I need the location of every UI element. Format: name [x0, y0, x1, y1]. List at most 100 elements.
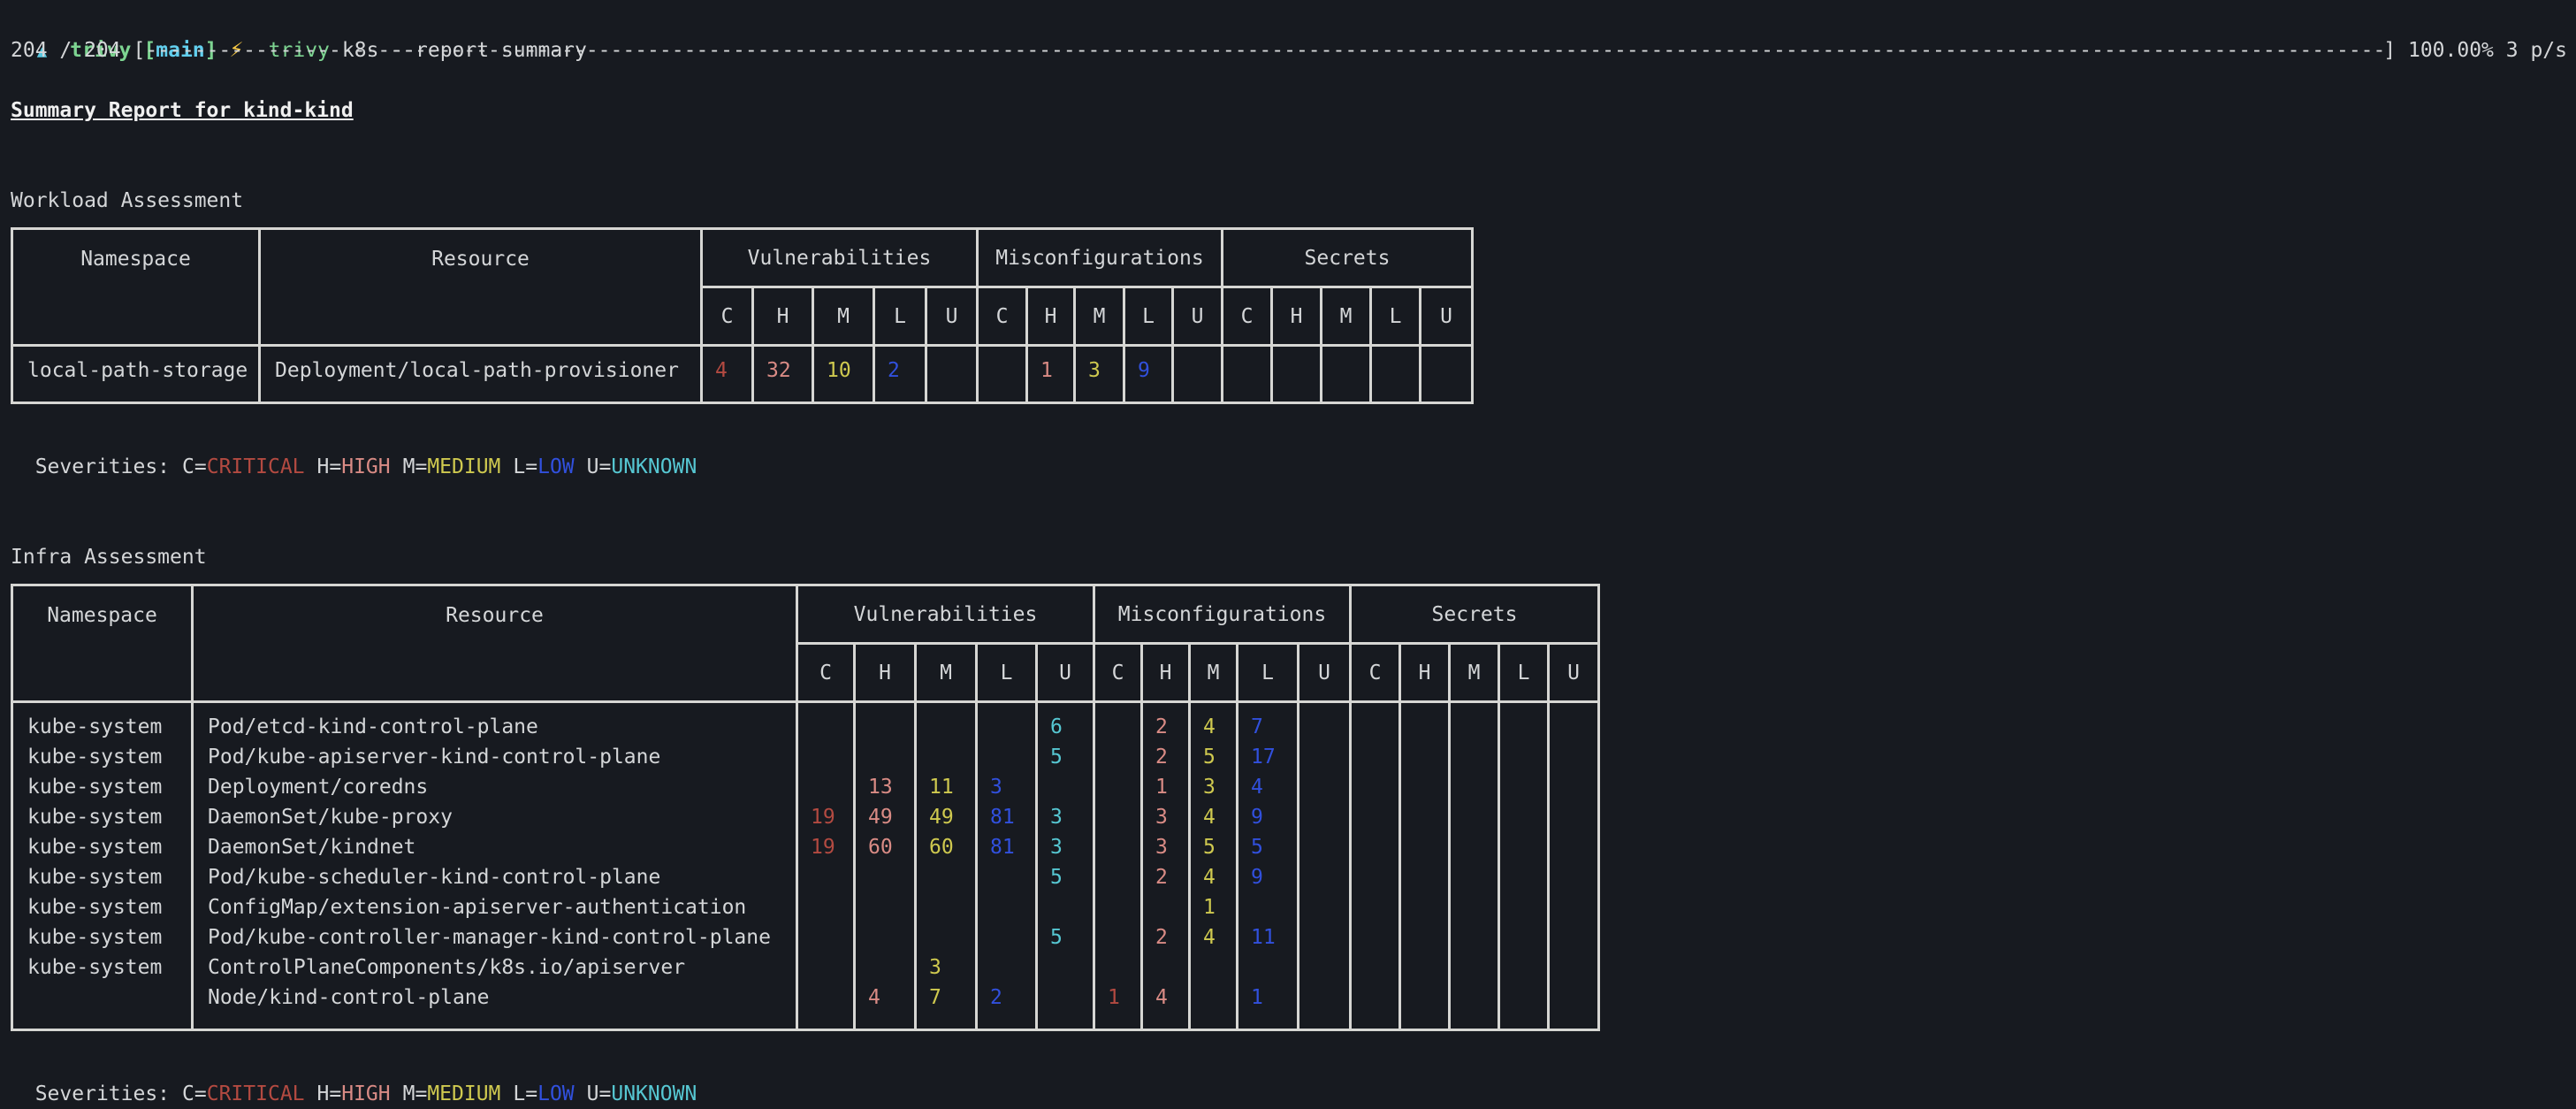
misconfig-u-count-cell: [1297, 892, 1352, 922]
resource-cell: Deployment/local-path-provisioner: [258, 345, 703, 403]
misconfig-l-count-cell: 9: [1123, 345, 1174, 403]
shell-prompt: ▲ trivy [main] ⚡ trivy k8s --report summary: [11, 5, 2567, 62]
vuln-m-count-cell: [914, 862, 978, 892]
severity-col-header: H: [1140, 642, 1191, 703]
vuln-h-count-cell: [853, 701, 917, 742]
group-header-vulnerabilities: Vulnerabilities: [796, 584, 1095, 645]
vuln-u-count-cell: 6: [1035, 701, 1095, 742]
misconfig-u-count-cell: [1297, 772, 1352, 802]
column-header-resource: Resource: [191, 584, 798, 703]
resource-cell: Pod/kube-controller-manager-kind-control…: [191, 922, 798, 952]
table-row: local-path-storage Deployment/local-path-…: [11, 345, 1474, 403]
legend-item-high: H=HIGH: [316, 455, 391, 478]
secrets-u-count-cell: [1547, 832, 1600, 862]
namespace-cell: [11, 983, 194, 1030]
resource-cell: DaemonSet/kindnet: [191, 832, 798, 862]
misconfig-c-count-cell: [1093, 742, 1143, 772]
severity-col-header: L: [975, 642, 1038, 703]
legend-item-critical: C=CRITICAL: [182, 1082, 305, 1105]
secrets-u-count-cell: [1547, 772, 1600, 802]
vuln-c-count-cell: [796, 952, 856, 983]
severity-col-header: C: [1221, 286, 1273, 347]
misconfig-m-count-cell: [1188, 983, 1238, 1030]
vuln-c-count-cell: [796, 742, 856, 772]
vuln-u-count-cell: [1035, 952, 1095, 983]
column-header-namespace: Namespace: [11, 227, 261, 347]
infra-table: Namespace Resource Vulnerabilities Misco…: [11, 584, 1600, 1031]
vuln-u-count-cell: [925, 345, 979, 403]
severity-col-header: U: [925, 286, 979, 347]
vuln-c-count-cell: 4: [700, 345, 754, 403]
secrets-m-count-cell: [1448, 742, 1500, 772]
secrets-l-count-cell: [1498, 952, 1550, 983]
secrets-h-count-cell: [1399, 832, 1451, 862]
severity-col-header: M: [1073, 286, 1125, 347]
vuln-c-count-cell: [796, 983, 856, 1030]
resource-cell: Pod/etcd-kind-control-plane: [191, 701, 798, 742]
vuln-c-count-cell: [796, 701, 856, 742]
severity-col-header: U: [1547, 642, 1600, 703]
lightning-icon: ⚡: [229, 39, 244, 62]
misconfig-c-count-cell: [1093, 952, 1143, 983]
misconfig-l-count-cell: 7: [1236, 701, 1299, 742]
misconfig-h-count-cell: 3: [1140, 832, 1191, 862]
secrets-u-count-cell: [1547, 892, 1600, 922]
secrets-u-count-cell: [1547, 952, 1600, 983]
table-row: kube-system Pod/kube-scheduler-kind-contr…: [11, 862, 1600, 892]
table-row: kube-system ConfigMap/extension-apiserver…: [11, 892, 1600, 922]
vuln-l-count-cell: [975, 701, 1038, 742]
secrets-u-count-cell: [1547, 922, 1600, 952]
legend-label: Severities:: [34, 455, 171, 478]
misconfig-c-count-cell: [1093, 701, 1143, 742]
vuln-h-count-cell: [853, 862, 917, 892]
vuln-l-count-cell: [975, 922, 1038, 952]
misconfig-u-count-cell: [1297, 832, 1352, 862]
table-row: kube-system Pod/kube-controller-manager-k…: [11, 922, 1600, 952]
git-branch-name: main: [156, 39, 205, 62]
misconfig-l-count-cell: [1236, 952, 1299, 983]
table-row: kube-system DaemonSet/kindnet 19 60 60 81 3 3 5 5: [11, 832, 1600, 862]
vuln-u-count-cell: 3: [1035, 832, 1095, 862]
table-group-header-row: Namespace Resource Vulnerabilities Misco…: [11, 227, 1474, 347]
vuln-m-count-cell: [914, 701, 978, 742]
severity-col-header: L: [1123, 286, 1174, 347]
resource-cell: Pod/kube-apiserver-kind-control-plane: [191, 742, 798, 772]
secrets-c-count-cell: [1349, 952, 1401, 983]
misconfig-c-count-cell: [1093, 862, 1143, 892]
severity-col-header: U: [1419, 286, 1474, 347]
severity-col-header: L: [1498, 642, 1550, 703]
vuln-l-count-cell: 81: [975, 832, 1038, 862]
secrets-u-count-cell: [1419, 345, 1474, 403]
misconfig-l-count-cell: 17: [1236, 742, 1299, 772]
severity-col-header: H: [1399, 642, 1451, 703]
misconfig-c-count-cell: [1093, 772, 1143, 802]
misconfig-m-count-cell: 1: [1188, 892, 1238, 922]
branch-close-bracket: ]: [204, 39, 217, 62]
namespace-cell: kube-system: [11, 952, 194, 983]
resource-cell: Node/kind-control-plane: [191, 983, 798, 1030]
severity-col-header: C: [1349, 642, 1401, 703]
secrets-c-count-cell: [1349, 772, 1401, 802]
secrets-c-count-cell: [1349, 701, 1401, 742]
namespace-cell: kube-system: [11, 922, 194, 952]
vuln-c-count-cell: [796, 922, 856, 952]
severity-col-header: H: [853, 642, 917, 703]
group-header-misconfigurations: Misconfigurations: [1093, 584, 1352, 645]
severity-col-header: M: [812, 286, 875, 347]
misconfig-c-count-cell: 1: [1093, 983, 1143, 1030]
secrets-u-count-cell: [1547, 802, 1600, 832]
infra-section-title: Infra Assessment: [11, 546, 207, 569]
legend-label: Severities:: [34, 1082, 171, 1105]
table-severity-header-row: C H M L U C H M L U C H M L U: [12, 286, 1474, 347]
secrets-l-count-cell: [1498, 832, 1550, 862]
severity-col-header: M: [1448, 642, 1500, 703]
misconfig-m-count-cell: 5: [1188, 832, 1238, 862]
secrets-m-count-cell: [1448, 983, 1500, 1030]
legend-item-medium: M=MEDIUM: [402, 455, 501, 478]
misconfig-m-count-cell: 4: [1188, 802, 1238, 832]
misconfig-l-count-cell: 9: [1236, 802, 1299, 832]
vuln-l-count-cell: 3: [975, 772, 1038, 802]
misconfig-h-count-cell: 2: [1140, 862, 1191, 892]
column-header-namespace: Namespace: [11, 584, 194, 703]
